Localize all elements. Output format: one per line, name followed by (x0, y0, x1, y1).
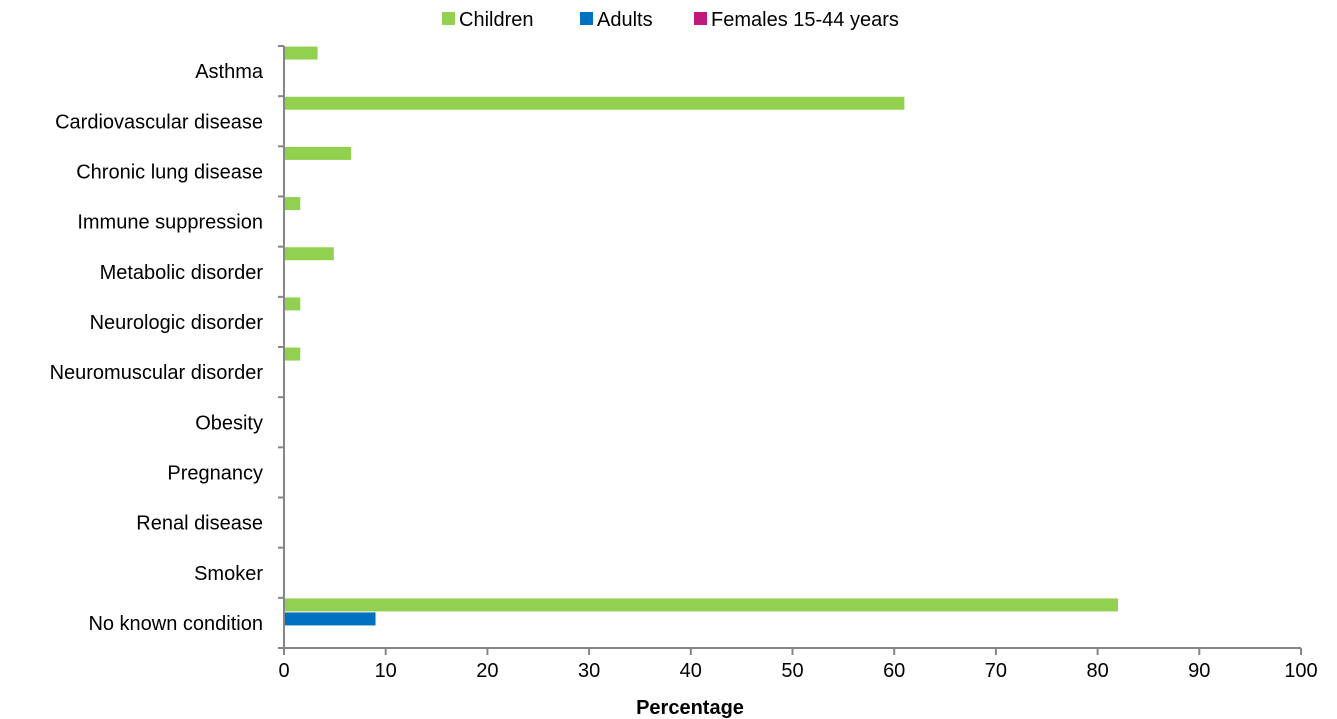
bars (284, 46, 1118, 626)
x-axis-title: Percentage (636, 697, 744, 719)
x-tick-label: 80 (1086, 660, 1108, 682)
category-label: Neurologic disorder (90, 312, 264, 334)
x-tick-label: 100 (1284, 660, 1317, 682)
x-tick-label: 50 (781, 660, 803, 682)
category-label: Asthma (195, 61, 264, 83)
bar-children-chronic-lung-disease (284, 146, 352, 160)
legend-swatch (694, 12, 707, 25)
bar-children-immune-suppression (284, 197, 301, 211)
legend-item-adults: Adults (580, 9, 653, 31)
bar-children-asthma (284, 46, 318, 60)
x-tick-label: 10 (375, 660, 397, 682)
legend-label: Adults (597, 9, 653, 31)
bar-children-cardiovascular-disease (284, 96, 905, 110)
y-axis: Asthma Cardiovascular disease Chronic lung… (50, 45, 285, 649)
category-label: Smoker (194, 563, 263, 585)
x-axis: 0 10 20 30 40 50 60 70 80 90 100 (278, 647, 1318, 682)
legend-label: Children (459, 9, 533, 31)
legend-swatch (580, 12, 593, 25)
x-tick-label: 30 (578, 660, 600, 682)
x-tick-label: 20 (476, 660, 498, 682)
category-label: Neuromuscular disorder (50, 362, 264, 384)
legend: Children Adults Females 15-44 years (442, 9, 899, 31)
category-label: Renal disease (136, 513, 263, 535)
bar-children-neurologic-disorder (284, 297, 301, 311)
legend-item-females-15-44-years: Females 15-44 years (694, 9, 899, 31)
category-label: Chronic lung disease (76, 161, 263, 183)
category-label: Immune suppression (77, 212, 263, 234)
category-label: Metabolic disorder (100, 262, 264, 284)
category-label: Cardiovascular disease (55, 111, 263, 133)
legend-swatch (442, 12, 455, 25)
category-label: No known condition (88, 613, 263, 635)
bar-children-metabolic-disorder (284, 247, 334, 261)
bar-children-no-known-condition (284, 598, 1118, 612)
bar-adults-no-known-condition (284, 612, 376, 626)
x-tick-label: 40 (680, 660, 702, 682)
x-tick-label: 70 (985, 660, 1007, 682)
x-tick-label: 0 (278, 660, 289, 682)
category-label: Pregnancy (167, 462, 263, 484)
x-tick-label: 90 (1188, 660, 1210, 682)
category-label: Obesity (195, 412, 263, 434)
bar-children-neuromuscular-disorder (284, 347, 301, 361)
legend-item-children: Children (442, 9, 533, 31)
x-tick-label: 60 (883, 660, 905, 682)
legend-label: Females 15-44 years (711, 9, 899, 31)
